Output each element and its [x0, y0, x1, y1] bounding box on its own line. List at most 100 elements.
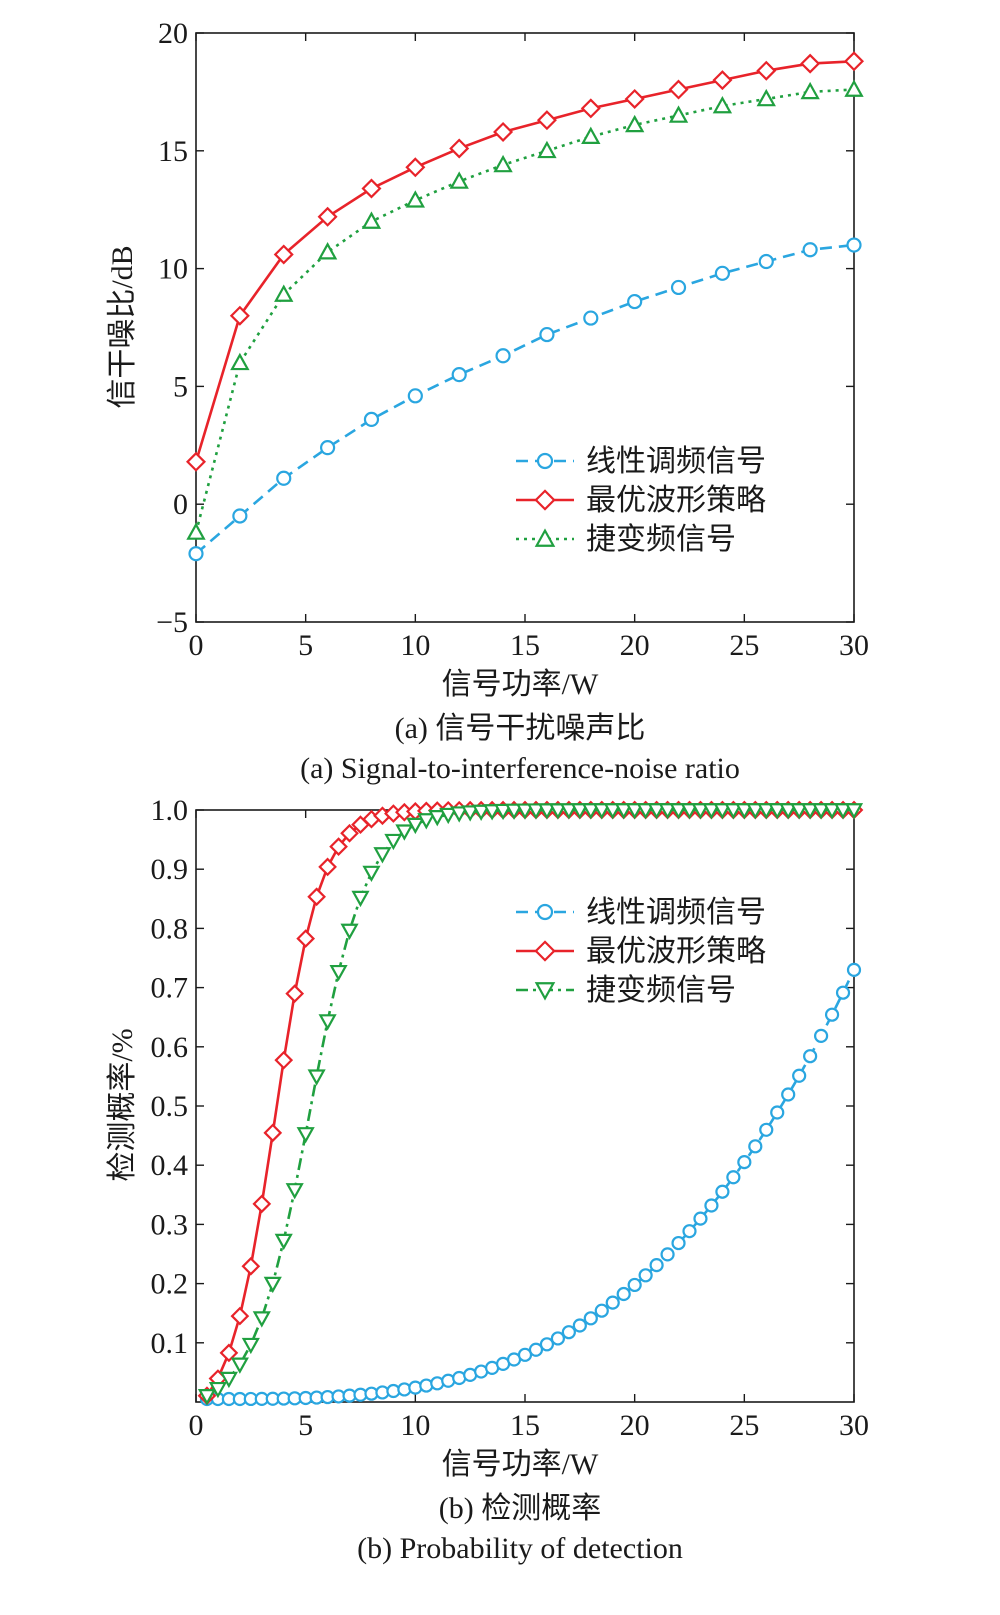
point-marker	[803, 1049, 818, 1064]
point-marker	[580, 98, 601, 119]
point-marker	[351, 890, 370, 908]
point-marker	[824, 1007, 840, 1022]
point-marker	[781, 1087, 796, 1102]
legend-entry: 线性调频信号	[516, 896, 766, 929]
point-marker	[724, 803, 743, 820]
x-tick-label: 10	[400, 629, 430, 662]
series-diamond	[185, 51, 865, 472]
point-marker	[534, 489, 556, 511]
y-tick-label: 0.4	[151, 1149, 189, 1182]
point-marker	[737, 1155, 752, 1170]
point-marker	[241, 1337, 260, 1355]
point-marker	[461, 805, 480, 822]
x-tick-label: 10	[400, 1409, 430, 1442]
y-axis-label: 检测概率/%	[106, 1028, 139, 1181]
y-tick-label: −5	[156, 606, 188, 639]
point-marker	[801, 803, 820, 820]
point-marker	[715, 1184, 730, 1199]
series-line	[194, 88, 855, 533]
y-tick-label: 5	[173, 370, 188, 403]
point-marker	[682, 1224, 697, 1239]
point-marker	[636, 803, 655, 820]
point-marker	[361, 178, 382, 199]
point-marker	[539, 326, 555, 343]
point-marker	[561, 1325, 576, 1340]
point-marker	[735, 803, 754, 820]
point-marker	[241, 1256, 261, 1276]
x-axis-label: 信号功率/W	[442, 1448, 599, 1481]
point-marker	[428, 810, 447, 827]
point-marker	[361, 211, 382, 229]
point-marker	[528, 1342, 544, 1357]
point-marker	[559, 803, 578, 820]
point-marker	[493, 154, 513, 173]
point-marker	[273, 244, 294, 265]
point-marker	[605, 1295, 620, 1310]
point-marker	[526, 803, 546, 820]
point-marker	[276, 470, 292, 486]
point-marker	[274, 284, 294, 302]
point-marker	[340, 823, 359, 843]
point-marker	[846, 237, 862, 253]
point-marker	[229, 305, 250, 326]
point-marker	[581, 126, 601, 145]
point-marker	[495, 348, 511, 364]
point-marker	[712, 95, 733, 114]
series-line	[195, 243, 855, 555]
point-marker	[536, 110, 557, 131]
point-marker	[846, 962, 862, 977]
point-marker	[384, 833, 403, 851]
point-marker	[572, 1318, 587, 1333]
point-marker	[770, 1105, 785, 1120]
x-tick-label: 20	[620, 629, 650, 662]
point-marker	[185, 451, 207, 472]
plot-frame	[195, 32, 855, 623]
point-marker	[197, 1389, 217, 1406]
point-marker	[417, 813, 436, 830]
point-marker	[405, 157, 426, 178]
point-marker	[822, 803, 842, 820]
point-marker	[219, 1343, 239, 1363]
point-marker	[768, 803, 787, 820]
legend-label: 捷变频信号	[586, 974, 736, 1007]
point-marker	[536, 903, 554, 921]
legend-label: 最优波形策略	[586, 484, 766, 517]
point-marker	[186, 522, 206, 540]
series-triangle-down	[197, 803, 864, 1406]
point-marker	[318, 857, 337, 877]
point-marker	[395, 824, 414, 841]
point-marker	[702, 803, 721, 820]
y-tick-label: 10	[158, 253, 188, 286]
point-marker	[483, 804, 502, 821]
point-marker	[363, 411, 380, 427]
caption-cn: (b) 检测概率	[439, 1492, 601, 1525]
y-tick-label: 0.1	[151, 1327, 189, 1360]
legend-label: 最优波形策略	[586, 935, 766, 968]
point-marker	[317, 242, 338, 260]
point-marker	[504, 803, 524, 820]
legend-label: 线性调频信号	[586, 445, 766, 478]
point-marker	[340, 923, 359, 940]
point-marker	[713, 803, 732, 820]
point-marker	[570, 803, 589, 820]
x-tick-label: 5	[298, 1409, 313, 1442]
x-tick-label: 15	[510, 629, 540, 662]
point-marker	[844, 79, 864, 97]
point-marker	[759, 1122, 774, 1137]
point-marker	[274, 1233, 293, 1251]
y-tick-label: 15	[158, 135, 188, 168]
point-marker	[550, 1331, 566, 1346]
point-marker	[844, 803, 864, 820]
point-marker	[627, 1277, 642, 1293]
point-marker	[263, 1276, 282, 1294]
x-tick-label: 25	[729, 1409, 759, 1442]
point-marker	[592, 803, 611, 820]
caption-en: (a) Signal-to-interference-noise ratio	[300, 752, 740, 785]
y-tick-label: 0	[173, 488, 188, 521]
point-marker	[714, 265, 731, 281]
point-marker	[779, 803, 798, 820]
